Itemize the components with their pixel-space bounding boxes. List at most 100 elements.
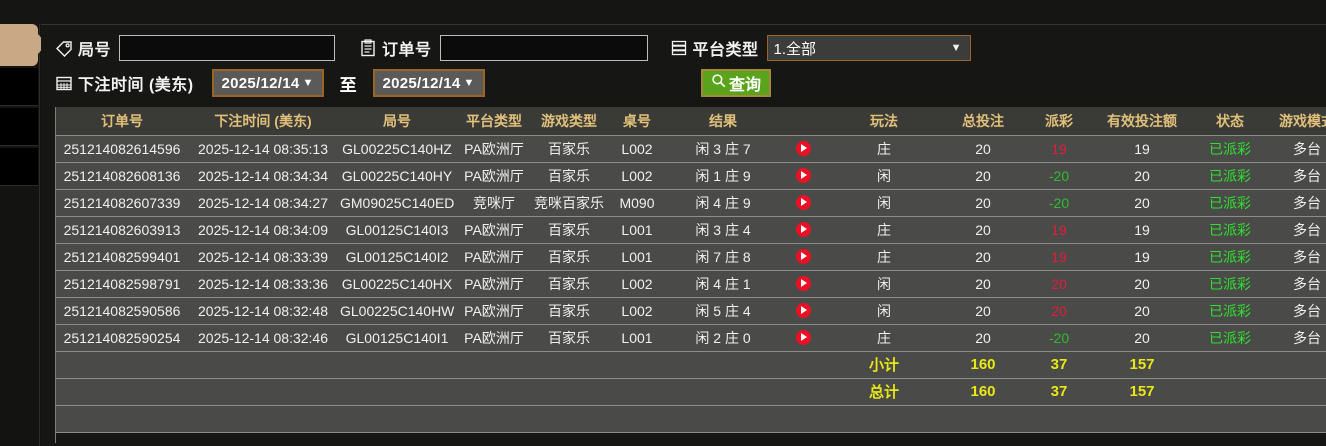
cell-replay[interactable] xyxy=(778,270,828,298)
table-row[interactable]: 251214082598791 2025-12-14 08:33:36 GL0022… xyxy=(56,270,1326,298)
summary-valid-bet: 157 xyxy=(1092,378,1192,406)
cell-replay[interactable] xyxy=(778,135,828,163)
cell-game-mode: 多台 xyxy=(1268,324,1326,352)
order-no-input[interactable] xyxy=(439,35,648,61)
search-icon xyxy=(711,73,726,93)
th-game-type[interactable]: 游戏类型 xyxy=(532,107,606,136)
play-icon[interactable] xyxy=(795,167,811,183)
table-row[interactable]: 251214082590254 2025-12-14 08:32:46 GL0012… xyxy=(56,324,1326,352)
cell-empty xyxy=(338,405,456,433)
summary-label: 总计 xyxy=(828,378,940,406)
cell-replay[interactable] xyxy=(778,297,828,325)
table-row[interactable]: 251214082614596 2025-12-14 08:35:13 GL0022… xyxy=(56,135,1326,163)
summary-pad xyxy=(188,378,338,406)
play-icon[interactable] xyxy=(795,329,811,345)
cell-game-mode: 多台 xyxy=(1268,216,1326,244)
filter-row-date: 下注时间 (美东) 2025/12/14 ▼ 至 2025/12/14 ▼ xyxy=(55,69,485,97)
rail-slot-1[interactable] xyxy=(0,68,38,106)
summary-pad xyxy=(668,378,778,406)
cell-replay[interactable] xyxy=(778,162,828,190)
cell-game-mode: 多台 xyxy=(1268,135,1326,163)
cell-replay[interactable] xyxy=(778,189,828,217)
cell-table-no: L002 xyxy=(606,162,668,190)
summary-pad xyxy=(188,351,338,379)
th-table-no[interactable]: 桌号 xyxy=(606,107,668,136)
cell-game-type: 百家乐 xyxy=(532,216,606,244)
cell-game-mode: 多台 xyxy=(1268,162,1326,190)
cell-total-bet: 20 xyxy=(940,135,1026,163)
th-order-no[interactable]: 订单号 xyxy=(56,107,188,136)
th-valid-bet[interactable]: 有效投注额 xyxy=(1092,107,1192,136)
summary-row: 总计 160 37 157 xyxy=(56,378,1326,406)
cell-bet-time: 2025-12-14 08:35:13 xyxy=(188,135,338,163)
clipboard-icon xyxy=(359,39,377,57)
cell-status: 已派彩 xyxy=(1192,189,1268,217)
th-platform[interactable]: 平台类型 xyxy=(456,107,532,136)
cell-result: 闲 7 庄 8 xyxy=(668,243,778,271)
cell-order-no: 251214082607339 xyxy=(56,189,188,217)
tag-icon xyxy=(55,39,73,57)
table-row[interactable]: 251214082603913 2025-12-14 08:34:09 GL0012… xyxy=(56,216,1326,244)
cell-empty xyxy=(1026,405,1092,433)
th-bet-type[interactable]: 玩法 xyxy=(828,107,940,136)
platform-type-select[interactable]: 1.全部 ▼ xyxy=(766,35,971,61)
date-to-value: 2025/12/14 xyxy=(382,74,461,92)
cell-game-mode: 多台 xyxy=(1268,189,1326,217)
cell-payout: 19 xyxy=(1026,135,1092,163)
round-no-input[interactable] xyxy=(119,35,336,61)
cell-game-type: 竞咪百家乐 xyxy=(532,189,606,217)
results-grid[interactable]: 订单号 下注时间 (美东) 局号 平台类型 游戏类型 桌号 结果 玩法 总投注 … xyxy=(55,107,1326,443)
th-result[interactable]: 结果 xyxy=(668,107,778,136)
summary-pad xyxy=(1268,351,1326,379)
table-row-empty xyxy=(56,405,1326,433)
cell-bet-time: 2025-12-14 08:34:09 xyxy=(188,216,338,244)
cell-empty xyxy=(456,405,532,433)
cell-bet-time: 2025-12-14 08:33:36 xyxy=(188,270,338,298)
rail-slot-3[interactable] xyxy=(0,148,38,186)
date-from-picker[interactable]: 2025/12/14 ▼ xyxy=(211,69,324,97)
cell-result: 闲 4 庄 1 xyxy=(668,270,778,298)
table-row[interactable]: 251214082607339 2025-12-14 08:34:27 GM0902… xyxy=(56,189,1326,217)
cell-payout: 20 xyxy=(1026,297,1092,325)
date-to-picker[interactable]: 2025/12/14 ▼ xyxy=(372,69,485,97)
cell-round-no: GM09025C140ED xyxy=(338,189,456,217)
cell-result: 闲 1 庄 9 xyxy=(668,162,778,190)
table-row[interactable]: 251214082590586 2025-12-14 08:32:48 GL0022… xyxy=(56,297,1326,325)
cell-game-type: 百家乐 xyxy=(532,162,606,190)
play-icon[interactable] xyxy=(795,221,811,237)
cell-bet-type: 闲 xyxy=(828,297,940,325)
th-status[interactable]: 状态 xyxy=(1192,107,1268,136)
th-round-no[interactable]: 局号 xyxy=(338,107,456,136)
cell-total-bet: 20 xyxy=(940,216,1026,244)
th-total-bet[interactable]: 总投注 xyxy=(940,107,1026,136)
cell-total-bet: 20 xyxy=(940,297,1026,325)
play-icon[interactable] xyxy=(795,302,811,318)
cell-order-no: 251214082603913 xyxy=(56,216,188,244)
rail-active-tab[interactable] xyxy=(0,24,47,66)
cell-replay[interactable] xyxy=(778,324,828,352)
cell-table-no: M090 xyxy=(606,189,668,217)
table-row[interactable]: 251214082599401 2025-12-14 08:33:39 GL0012… xyxy=(56,243,1326,271)
query-button[interactable]: 查询 xyxy=(701,69,772,97)
play-icon[interactable] xyxy=(795,248,811,264)
cell-result: 闲 3 庄 4 xyxy=(668,216,778,244)
cell-total-bet: 20 xyxy=(940,270,1026,298)
rail-slot-2[interactable] xyxy=(0,108,38,146)
play-icon[interactable] xyxy=(795,275,811,291)
th-bet-time[interactable]: 下注时间 (美东) xyxy=(188,107,338,136)
cell-bet-type: 闲 xyxy=(828,189,940,217)
th-game-mode[interactable]: 游戏模式 xyxy=(1268,107,1326,136)
table-head: 订单号 下注时间 (美东) 局号 平台类型 游戏类型 桌号 结果 玩法 总投注 … xyxy=(56,107,1326,136)
cell-valid-bet: 20 xyxy=(1092,270,1192,298)
summary-pad xyxy=(338,351,456,379)
cell-platform: PA欧洲厅 xyxy=(456,270,532,298)
summary-pad xyxy=(606,378,668,406)
cell-replay[interactable] xyxy=(778,216,828,244)
play-icon[interactable] xyxy=(795,140,811,156)
table-row[interactable]: 251214082608136 2025-12-14 08:34:34 GL0022… xyxy=(56,162,1326,190)
filter-bar: 局号 订单号 xyxy=(41,25,1326,105)
cell-replay[interactable] xyxy=(778,243,828,271)
th-payout[interactable]: 派彩 xyxy=(1026,107,1092,136)
play-icon[interactable] xyxy=(795,194,811,210)
